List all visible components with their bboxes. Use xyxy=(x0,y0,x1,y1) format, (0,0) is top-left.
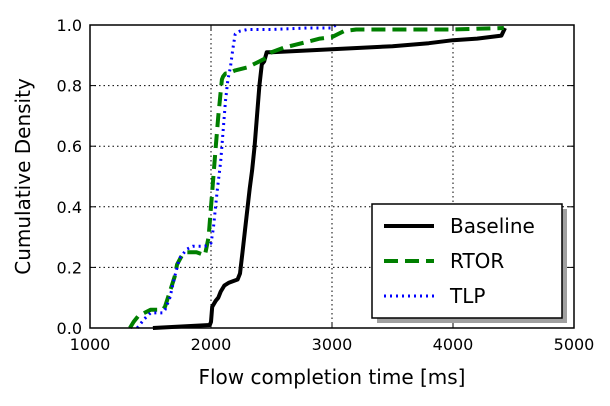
y-axis-title: Cumulative Density xyxy=(11,78,35,275)
tick-layer: 1000 2000 3000 4000 5000 0.0 0.2 0.4 0.6 0.8 1.0 xyxy=(57,16,595,354)
y-tick-label: 0.4 xyxy=(57,198,82,217)
y-tick-label: 0.2 xyxy=(57,258,82,277)
legend-label-baseline: Baseline xyxy=(450,214,535,238)
legend-label-rtor: RTOR xyxy=(450,249,504,273)
legend-label-tlp: TLP xyxy=(449,284,485,308)
x-axis-title: Flow completion time [ms] xyxy=(198,365,465,389)
legend-box xyxy=(371,203,563,319)
x-tick-label: 2000 xyxy=(191,335,232,354)
legend: Baseline RTOR TLP xyxy=(371,203,567,323)
x-tick-label: 4000 xyxy=(433,335,474,354)
series-layer xyxy=(128,23,507,330)
x-tick-label: 3000 xyxy=(312,335,353,354)
y-tick-label: 1.0 xyxy=(57,16,82,35)
series-line-baseline xyxy=(152,27,507,330)
y-tick-label: 0.6 xyxy=(57,137,82,156)
y-tick-label: 0.8 xyxy=(57,77,82,96)
y-tick-label: 0.0 xyxy=(57,319,82,338)
x-tick-label: 1000 xyxy=(70,335,111,354)
x-tick-label: 5000 xyxy=(554,335,595,354)
